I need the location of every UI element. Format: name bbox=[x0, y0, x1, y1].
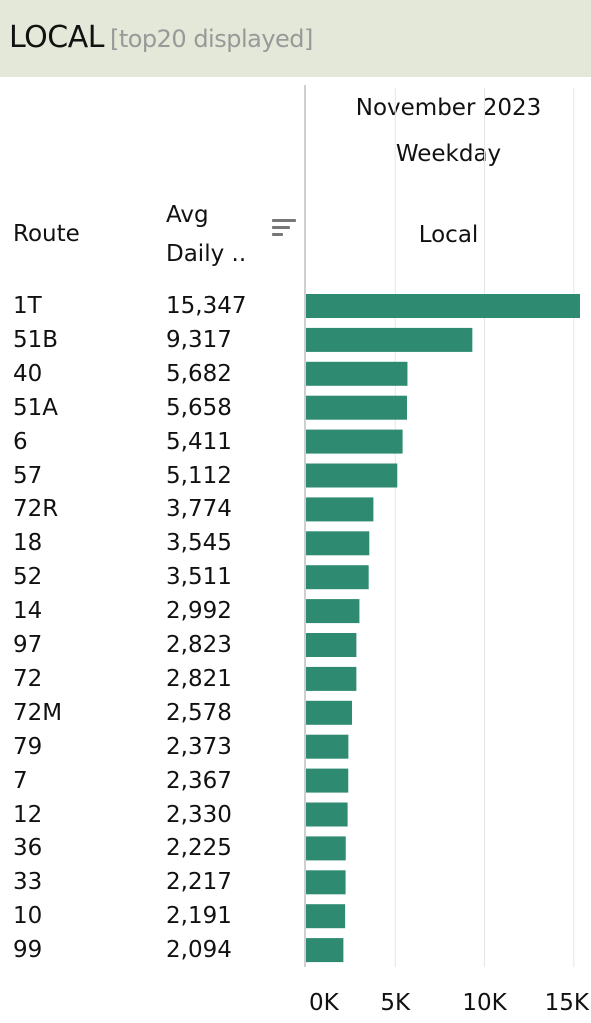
title-main: LOCAL bbox=[9, 20, 104, 55]
title-subtitle: [top20 displayed] bbox=[109, 25, 313, 53]
avg-daily-value: 5,682 bbox=[166, 360, 232, 387]
avg-daily-value: 15,347 bbox=[166, 293, 247, 319]
avg-daily-value: 9,317 bbox=[166, 326, 232, 353]
route-label: 14 bbox=[13, 598, 43, 625]
avg-daily-value: 2,191 bbox=[166, 903, 232, 930]
route-label: 72R bbox=[13, 496, 59, 523]
bar-12[interactable] bbox=[306, 802, 348, 827]
route-label: 6 bbox=[13, 428, 28, 455]
bar-7[interactable] bbox=[306, 768, 349, 793]
route-label: 72M bbox=[13, 699, 63, 726]
route-label: 79 bbox=[13, 733, 43, 760]
bar-1T[interactable] bbox=[306, 294, 580, 318]
route-column-header[interactable]: Route bbox=[13, 221, 80, 247]
bar-14[interactable] bbox=[306, 599, 360, 624]
bar-57[interactable] bbox=[306, 463, 398, 488]
avg-daily-value: 5,658 bbox=[166, 394, 232, 421]
bar-52[interactable] bbox=[306, 565, 369, 590]
route-label: 97 bbox=[13, 632, 43, 658]
bar-72M[interactable] bbox=[306, 700, 353, 725]
pane-divider bbox=[304, 85, 306, 967]
bar-51B[interactable] bbox=[306, 327, 473, 352]
route-label: 52 bbox=[13, 564, 43, 591]
route-label: 99 bbox=[13, 937, 43, 964]
bar-36[interactable] bbox=[306, 836, 346, 861]
x-tick-label: 10K bbox=[462, 990, 507, 1016]
avg-daily-value: 2,094 bbox=[166, 937, 232, 964]
route-label: 51A bbox=[13, 394, 59, 421]
route-label: 7 bbox=[13, 767, 28, 794]
avg-daily-value: 3,511 bbox=[166, 564, 232, 591]
page-title: LOCAL [top20 displayed] bbox=[9, 18, 313, 59]
avg-daily-value: 2,367 bbox=[166, 767, 232, 794]
bar-99[interactable] bbox=[306, 938, 344, 963]
route-label: 36 bbox=[13, 835, 43, 862]
route-label: 18 bbox=[13, 530, 43, 557]
avg-daily-value: 3,545 bbox=[166, 530, 232, 557]
avg-daily-value: 2,823 bbox=[166, 632, 232, 658]
pane-month: November 2023 bbox=[355, 95, 542, 121]
route-label: 72 bbox=[13, 665, 43, 692]
route-label: 40 bbox=[13, 360, 43, 387]
pane-day-type: Weekday bbox=[395, 141, 502, 167]
avg-daily-value: 2,578 bbox=[166, 699, 232, 726]
route-label: 57 bbox=[13, 462, 43, 489]
x-tick-label: 5K bbox=[380, 990, 411, 1016]
bar-51A[interactable] bbox=[306, 395, 408, 420]
bar-6[interactable] bbox=[306, 429, 403, 454]
bar-18[interactable] bbox=[306, 531, 370, 556]
bar-40[interactable] bbox=[306, 361, 408, 386]
header-band bbox=[0, 0, 591, 77]
avg-daily-value: 5,411 bbox=[166, 428, 232, 455]
avg-daily-value: 2,821 bbox=[166, 665, 232, 692]
bar-97[interactable] bbox=[306, 633, 357, 657]
bar-33[interactable] bbox=[306, 870, 346, 895]
bar-79[interactable] bbox=[306, 734, 349, 759]
bar-10[interactable] bbox=[306, 904, 346, 929]
avg-daily-value: 2,992 bbox=[166, 598, 232, 625]
avg-column-header-line2[interactable]: Daily .. bbox=[166, 241, 247, 267]
x-tick-label: 15K bbox=[545, 990, 590, 1016]
sort-descending-icon[interactable] bbox=[272, 219, 298, 245]
avg-daily-value: 5,112 bbox=[166, 462, 232, 489]
bar-72[interactable] bbox=[306, 666, 357, 691]
route-label: 51B bbox=[13, 326, 59, 353]
route-label: 33 bbox=[13, 869, 43, 896]
pane-category: Local bbox=[418, 222, 479, 248]
route-label: 10 bbox=[13, 903, 43, 930]
avg-daily-value: 2,373 bbox=[166, 733, 232, 760]
avg-column-header-line1[interactable]: Avg bbox=[166, 202, 209, 228]
avg-daily-value: 2,217 bbox=[166, 869, 232, 896]
route-label: 12 bbox=[13, 801, 43, 828]
route-label: 1T bbox=[13, 293, 42, 319]
bar-72R[interactable] bbox=[306, 497, 374, 522]
avg-daily-value: 3,774 bbox=[166, 496, 232, 523]
avg-daily-value: 2,330 bbox=[166, 801, 232, 828]
avg-daily-value: 2,225 bbox=[166, 835, 232, 862]
x-tick-label: 0K bbox=[309, 990, 340, 1016]
